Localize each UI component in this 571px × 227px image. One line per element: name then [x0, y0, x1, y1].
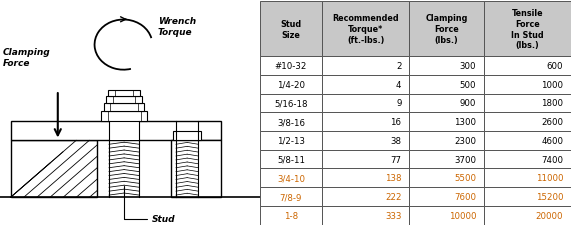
Text: 20000: 20000 [536, 211, 563, 220]
Bar [322, 188, 409, 206]
Bar [260, 188, 322, 206]
Bar [484, 57, 571, 75]
Bar [322, 131, 409, 150]
Bar [260, 94, 322, 113]
Bar [409, 206, 484, 225]
Text: #10-32: #10-32 [275, 62, 307, 71]
Bar [10, 141, 97, 197]
Bar [260, 150, 322, 169]
Bar [484, 169, 571, 188]
Text: Recommended
Torque*
(ft.-lbs.): Recommended Torque* (ft.-lbs.) [332, 14, 399, 45]
Text: 1000: 1000 [541, 80, 563, 89]
Bar [10, 121, 220, 141]
Text: 4600: 4600 [541, 136, 563, 145]
Bar [484, 94, 571, 113]
Text: 11000: 11000 [536, 174, 563, 183]
Text: 3/4-10: 3/4-10 [277, 174, 305, 183]
Text: 500: 500 [460, 80, 476, 89]
Bar [409, 57, 484, 75]
Text: 2600: 2600 [541, 118, 563, 127]
Bar [322, 75, 409, 94]
Text: 7600: 7600 [454, 192, 476, 201]
Bar [484, 131, 571, 150]
Bar [322, 2, 409, 57]
Text: 15200: 15200 [536, 192, 563, 201]
Text: 7/8-9: 7/8-9 [280, 192, 302, 201]
Bar [322, 206, 409, 225]
Bar [484, 2, 571, 57]
Text: 300: 300 [460, 62, 476, 71]
Text: 5/16-18: 5/16-18 [274, 99, 308, 108]
Bar [484, 113, 571, 131]
Text: 2: 2 [396, 62, 401, 71]
Text: 5500: 5500 [454, 174, 476, 183]
Bar [260, 113, 322, 131]
Bar [484, 75, 571, 94]
Text: 38: 38 [391, 136, 401, 145]
Bar [409, 188, 484, 206]
Bar [409, 169, 484, 188]
Text: 600: 600 [546, 62, 563, 71]
Text: 1/2-13: 1/2-13 [277, 136, 305, 145]
Text: 1-8: 1-8 [284, 211, 298, 220]
Text: 4: 4 [396, 80, 401, 89]
Text: 77: 77 [391, 155, 401, 164]
Text: 16: 16 [391, 118, 401, 127]
Bar [101, 111, 147, 121]
Bar [322, 150, 409, 169]
Bar [322, 57, 409, 75]
Text: 1/4-20: 1/4-20 [277, 80, 305, 89]
Text: 900: 900 [460, 99, 476, 108]
Bar [484, 206, 571, 225]
Bar [484, 150, 571, 169]
Bar [171, 141, 220, 197]
Text: Wrench
Torque: Wrench Torque [158, 17, 196, 37]
Bar [260, 169, 322, 188]
Text: 9: 9 [396, 99, 401, 108]
Bar [108, 91, 140, 96]
Text: 333: 333 [385, 211, 401, 220]
Text: Clamping
Force
(lbs.): Clamping Force (lbs.) [425, 14, 468, 45]
Bar [409, 94, 484, 113]
Bar [322, 113, 409, 131]
Text: 1800: 1800 [541, 99, 563, 108]
Bar [484, 188, 571, 206]
Text: Tensile
Force
In Stud
(lbs.): Tensile Force In Stud (lbs.) [511, 9, 544, 50]
Bar [104, 103, 144, 111]
Text: Clamping
Force: Clamping Force [3, 48, 50, 68]
Text: Stud
Size: Stud Size [280, 20, 301, 39]
Bar [109, 121, 139, 141]
Text: 2300: 2300 [454, 136, 476, 145]
Text: 5/8-11: 5/8-11 [277, 155, 305, 164]
Bar [260, 2, 322, 57]
Bar [322, 94, 409, 113]
Text: 138: 138 [385, 174, 401, 183]
Text: Stud: Stud [124, 187, 176, 223]
Bar [106, 96, 142, 103]
Bar [322, 169, 409, 188]
Bar [260, 57, 322, 75]
Bar [409, 131, 484, 150]
Text: 7400: 7400 [541, 155, 563, 164]
Text: 3700: 3700 [454, 155, 476, 164]
Bar [260, 206, 322, 225]
Bar [409, 2, 484, 57]
Bar [409, 113, 484, 131]
Bar [409, 75, 484, 94]
Bar [409, 150, 484, 169]
Bar [174, 132, 201, 141]
Text: 1300: 1300 [454, 118, 476, 127]
Text: 10000: 10000 [449, 211, 476, 220]
Text: 3/8-16: 3/8-16 [277, 118, 305, 127]
Bar [260, 131, 322, 150]
Bar [260, 75, 322, 94]
Text: 222: 222 [385, 192, 401, 201]
